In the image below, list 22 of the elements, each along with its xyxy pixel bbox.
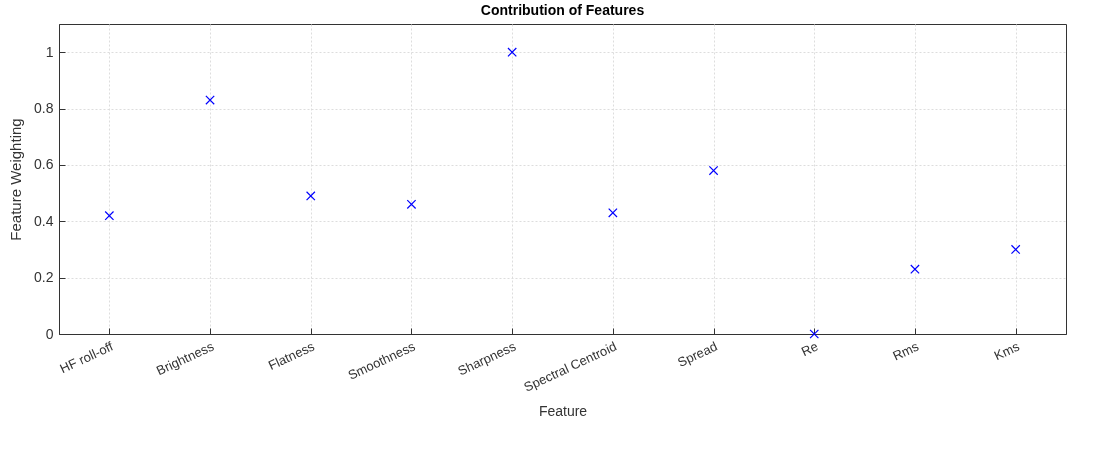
x-tick-label: Kms — [991, 338, 1023, 364]
point — [809, 329, 820, 339]
x-tick-label: Re — [798, 338, 821, 360]
x-tick-label: Rms — [890, 338, 922, 364]
point — [205, 95, 215, 105]
point — [104, 210, 115, 221]
point — [708, 165, 719, 176]
y-tick-label: 0 — [45, 325, 54, 342]
x-axis-title: Feature — [538, 402, 588, 419]
chart-title: Contribution of Features — [480, 2, 645, 18]
y-tick-label: 0.4 — [34, 212, 54, 229]
point — [406, 199, 417, 210]
point — [305, 191, 316, 201]
y-tick-label: 0.6 — [34, 156, 54, 173]
y-tick-label: 0.8 — [34, 100, 54, 117]
y-axis-title: Feature Weighting — [7, 118, 25, 241]
y-tick-label: 1 — [45, 43, 54, 60]
point — [507, 47, 517, 57]
point — [1010, 244, 1021, 255]
point — [608, 208, 618, 218]
y-tick-label: 0.2 — [34, 269, 54, 286]
point — [910, 264, 920, 274]
